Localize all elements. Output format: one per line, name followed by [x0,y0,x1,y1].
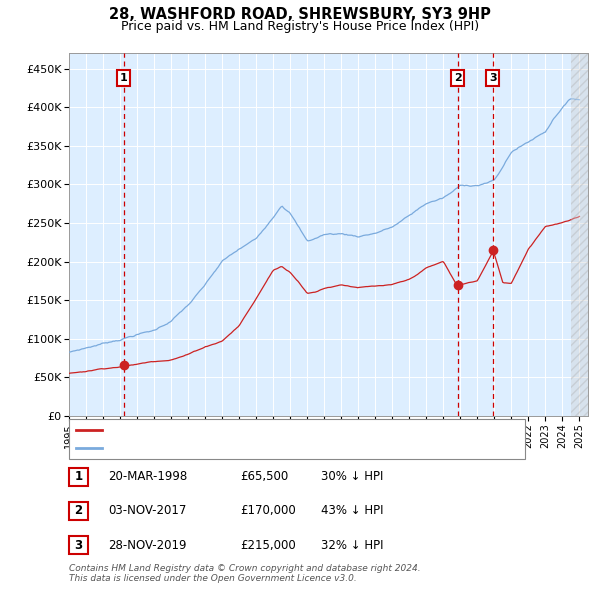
Text: 3: 3 [74,539,83,552]
Text: 32% ↓ HPI: 32% ↓ HPI [321,539,383,552]
Text: 43% ↓ HPI: 43% ↓ HPI [321,504,383,517]
Text: HPI: Average price, detached house, Shropshire: HPI: Average price, detached house, Shro… [106,442,355,453]
Text: 3: 3 [489,73,497,83]
Text: 1: 1 [74,470,83,483]
Text: 2: 2 [454,73,461,83]
Text: £170,000: £170,000 [240,504,296,517]
Text: £215,000: £215,000 [240,539,296,552]
Text: 28, WASHFORD ROAD, SHREWSBURY, SY3 9HP: 28, WASHFORD ROAD, SHREWSBURY, SY3 9HP [109,7,491,22]
Bar [571,53,588,416]
Text: Price paid vs. HM Land Registry's House Price Index (HPI): Price paid vs. HM Land Registry's House … [121,20,479,33]
Text: Contains HM Land Registry data © Crown copyright and database right 2024.
This d: Contains HM Land Registry data © Crown c… [69,563,421,583]
Text: 20-MAR-1998: 20-MAR-1998 [108,470,187,483]
Text: 2: 2 [74,504,83,517]
Text: 1: 1 [120,73,128,83]
Text: 28, WASHFORD ROAD, SHREWSBURY, SY3 9HP (detached house): 28, WASHFORD ROAD, SHREWSBURY, SY3 9HP (… [106,425,444,435]
Text: 03-NOV-2017: 03-NOV-2017 [108,504,187,517]
Text: 30% ↓ HPI: 30% ↓ HPI [321,470,383,483]
Text: 28-NOV-2019: 28-NOV-2019 [108,539,187,552]
Text: £65,500: £65,500 [240,470,288,483]
